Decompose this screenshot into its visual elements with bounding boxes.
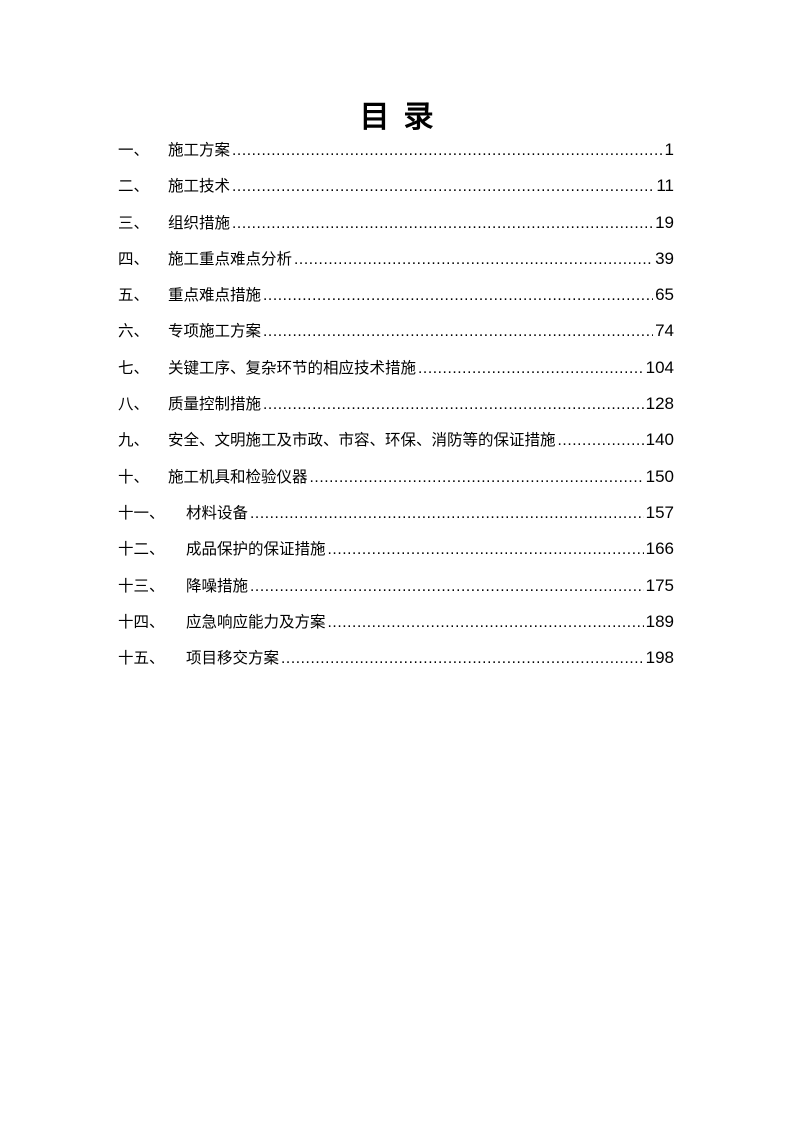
- entry-label: 材料设备: [186, 503, 249, 522]
- toc-entry[interactable]: 一、施工方案 1: [118, 140, 674, 176]
- toc-entry[interactable]: 九、安全、文明施工及市政、市容、环保、消防等的保证措施 140: [118, 430, 674, 466]
- entry-number: 一、: [118, 141, 150, 159]
- entry-label: 施工机具和检验仪器: [168, 467, 308, 486]
- entry-number: 三、: [118, 213, 150, 232]
- entry-page-number: 19: [655, 212, 674, 232]
- entry-label: 施工方案: [168, 141, 231, 159]
- entry-number: 十四、: [118, 612, 165, 631]
- entry-label: 重点难点措施: [168, 286, 262, 305]
- entry-label: 成品保护的保证措施: [186, 540, 326, 559]
- entry-label: 降噪措施: [186, 576, 249, 595]
- entry-page-number: 128: [645, 394, 674, 414]
- entry-label: 关键工序、复杂环节的相应技术措施: [168, 358, 417, 377]
- entry-label: 组织措施: [168, 213, 231, 232]
- entry-number: 十五、: [118, 649, 165, 668]
- entry-page-number: 157: [645, 502, 674, 522]
- table-of-contents: 一、施工方案 1 二、施工技术 11 三、组织措施 19 四、施工重点难点分析 39 五、重点难…: [118, 140, 674, 684]
- dot-leader: [250, 577, 644, 597]
- entry-number: 二、: [118, 177, 150, 196]
- toc-entry[interactable]: 十二、 成品保护的保证措施 166: [118, 539, 674, 575]
- entry-page-number: 104: [645, 357, 674, 377]
- dot-leader: [281, 649, 644, 669]
- toc-entry[interactable]: 十、施工机具和检验仪器 150: [118, 467, 674, 503]
- entry-number: 十、: [118, 467, 150, 486]
- toc-entry[interactable]: 六、专项施工方案 74: [118, 321, 674, 357]
- dot-leader: [232, 141, 663, 161]
- dot-leader: [328, 540, 644, 560]
- dot-leader: [294, 250, 653, 270]
- toc-entry[interactable]: 十三、 降噪措施 175: [118, 576, 674, 612]
- entry-page-number: 189: [645, 611, 674, 631]
- toc-entry[interactable]: 五、重点难点措施 65: [118, 285, 674, 321]
- toc-entry[interactable]: 八、质量控制措施 128: [118, 394, 674, 430]
- entry-label: 应急响应能力及方案: [186, 612, 326, 631]
- entry-page-number: 175: [645, 575, 674, 595]
- dot-leader: [263, 322, 653, 342]
- entry-label: 施工技术: [168, 177, 231, 196]
- toc-entry[interactable]: 四、施工重点难点分析 39: [118, 249, 674, 285]
- entry-label: 项目移交方案: [186, 649, 280, 668]
- dot-leader: [328, 613, 644, 633]
- entry-number: 八、: [118, 395, 150, 414]
- entry-page-number: 198: [645, 648, 674, 668]
- dot-leader: [250, 504, 644, 524]
- entry-label: 施工重点难点分析: [168, 249, 293, 268]
- toc-entry[interactable]: 七、关键工序、复杂环节的相应技术措施 104: [118, 358, 674, 394]
- entry-label: 专项施工方案: [168, 322, 262, 341]
- entry-number: 五、: [118, 286, 150, 305]
- toc-entry[interactable]: 二、施工技术 11: [118, 176, 674, 212]
- dot-leader: [232, 214, 653, 234]
- entry-number: 九、: [118, 431, 150, 450]
- dot-leader: [232, 177, 654, 197]
- dot-leader: [558, 431, 644, 451]
- entry-number: 七、: [118, 358, 150, 377]
- entry-number: 十二、: [118, 540, 165, 559]
- entry-page-number: 166: [645, 539, 674, 559]
- entry-page-number: 140: [645, 430, 674, 450]
- toc-entry[interactable]: 十五、 项目移交方案 198: [118, 648, 674, 684]
- entry-page-number: 74: [655, 321, 674, 341]
- toc-entry[interactable]: 十四、 应急响应能力及方案 189: [118, 612, 674, 648]
- entry-number: 六、: [118, 322, 150, 341]
- entry-page-number: 65: [655, 285, 674, 305]
- entry-page-number: 39: [655, 248, 674, 268]
- toc-title: 目录: [359, 100, 448, 135]
- dot-leader: [310, 468, 644, 488]
- toc-entry[interactable]: 三、组织措施 19: [118, 213, 674, 249]
- dot-leader: [418, 359, 644, 379]
- entry-page-number: 11: [656, 176, 674, 196]
- entry-number: 四、: [118, 249, 150, 268]
- entry-number: 十一、: [118, 503, 165, 522]
- entry-page-number: 1: [664, 140, 674, 159]
- entry-label: 质量控制措施: [168, 395, 262, 414]
- toc-entry[interactable]: 十一、 材料设备 157: [118, 503, 674, 539]
- entry-number: 十三、: [118, 576, 165, 595]
- entry-page-number: 150: [645, 466, 674, 486]
- entry-label: 安全、文明施工及市政、市容、环保、消防等的保证措施: [168, 431, 556, 450]
- dot-leader: [263, 395, 644, 415]
- dot-leader: [263, 286, 653, 306]
